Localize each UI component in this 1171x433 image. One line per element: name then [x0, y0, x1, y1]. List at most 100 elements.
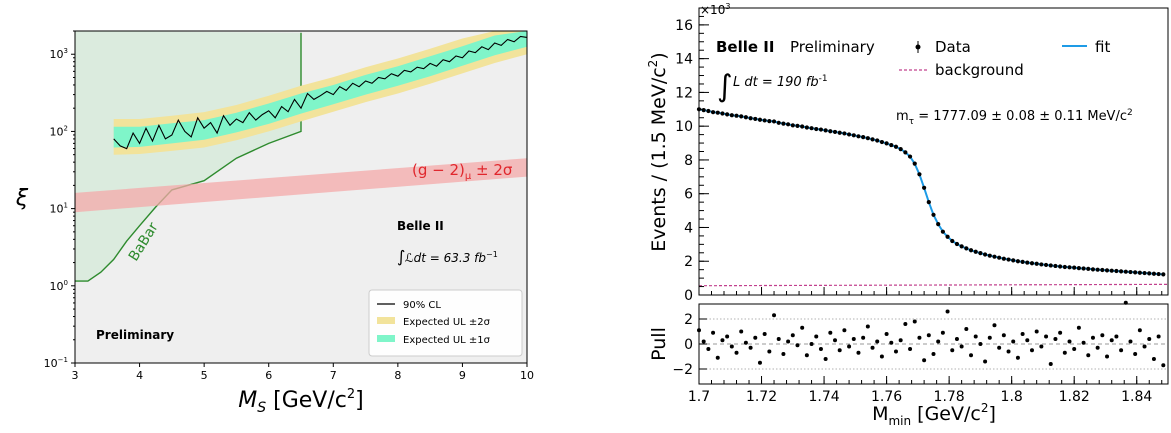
- right-x-tick-label: 1.76: [871, 389, 902, 405]
- data-point: [875, 138, 880, 143]
- pull-point: [893, 349, 898, 354]
- data-point: [1090, 267, 1096, 272]
- data-point: [1133, 270, 1138, 275]
- pull-point: [795, 343, 800, 348]
- pull-point: [1086, 353, 1091, 358]
- pull-point: [1081, 340, 1086, 345]
- pull-point: [997, 345, 1002, 350]
- data-point: [800, 124, 805, 129]
- data-point: [739, 114, 744, 119]
- data-point: [1034, 261, 1039, 266]
- data-point: [771, 119, 777, 124]
- data-point: [1062, 264, 1067, 270]
- data-point: [1029, 261, 1035, 266]
- data-point: [1001, 256, 1006, 261]
- left-y-tick-label: 101: [50, 202, 68, 216]
- data-point: [1114, 268, 1119, 274]
- data-point: [814, 126, 819, 132]
- left-preliminary-label: Preliminary: [96, 328, 174, 342]
- pull-point: [729, 344, 734, 349]
- pull-point: [847, 344, 852, 349]
- pull-point: [1161, 363, 1166, 368]
- right-x-tick-label: 1.7: [688, 389, 710, 405]
- pull-point: [950, 348, 955, 353]
- left-x-tick-label: 3: [72, 369, 79, 382]
- pull-point: [781, 352, 786, 356]
- pull-point: [711, 330, 716, 335]
- pull-point: [767, 349, 772, 354]
- data-point: [1043, 262, 1049, 268]
- data-point: [1100, 267, 1105, 273]
- data-point: [917, 172, 922, 177]
- data-point: [725, 112, 730, 117]
- pull-point: [842, 328, 847, 333]
- data-point: [1137, 270, 1142, 275]
- right-chart: 1.7 1.72 1.74 1.76 1.78 1.8 1.82 1.84 0 2 4 6 8 10 12 1…: [646, 2, 1169, 428]
- data-point: [889, 142, 894, 148]
- pull-point: [1109, 338, 1114, 343]
- pull-point: [879, 354, 884, 359]
- data-point: [786, 122, 791, 127]
- data-point: [861, 135, 866, 140]
- pull-point: [1072, 347, 1077, 351]
- pull-point: [1011, 339, 1016, 344]
- data-point: [1109, 268, 1114, 273]
- data-point: [851, 133, 856, 138]
- right-mass-label: mτ = 1777.09 ± 0.08 ± 0.11 MeV/c2: [896, 108, 1133, 127]
- data-point: [743, 115, 749, 120]
- pull-point: [800, 325, 805, 330]
- legend-label-fit: fit: [1095, 38, 1110, 56]
- pull-point: [908, 347, 913, 351]
- pull-point: [828, 330, 833, 335]
- expected-1sigma-band: [113, 31, 527, 148]
- data-point: [903, 150, 908, 155]
- data-point: [1076, 266, 1081, 271]
- pull-point: [978, 342, 983, 346]
- data-point: [804, 125, 809, 130]
- data-point: [729, 113, 734, 118]
- pull-point: [1114, 334, 1119, 339]
- right-main-plot-area: [696, 107, 1169, 287]
- right-experiment-label: Belle II: [716, 38, 774, 56]
- pull-point: [739, 329, 744, 334]
- data-point: [1058, 264, 1063, 269]
- pull-point: [725, 334, 730, 339]
- right-x-tick-label: 1.72: [746, 389, 777, 405]
- data-point: [1147, 271, 1152, 276]
- data-point: [950, 238, 955, 244]
- data-point: [837, 130, 842, 135]
- data-point: [846, 132, 852, 137]
- data-point: [1095, 267, 1100, 272]
- pull-point: [1105, 354, 1110, 359]
- left-x-label: MS [GeV/c2]: [238, 387, 363, 416]
- right-y-tick-label: 0: [684, 288, 693, 304]
- pull-point: [1015, 355, 1020, 360]
- pull-point: [1128, 339, 1133, 344]
- data-point: [715, 110, 720, 115]
- data-point: [893, 144, 899, 149]
- pull-point: [922, 358, 927, 363]
- right-x-tick-label: 1.82: [1059, 389, 1090, 405]
- right-y-tick-label: 2: [684, 254, 693, 270]
- pull-point: [884, 332, 889, 336]
- data-point: [945, 234, 950, 239]
- data-point: [762, 118, 767, 123]
- data-point: [973, 249, 978, 254]
- pull-point: [870, 345, 875, 350]
- pull-point: [772, 313, 777, 318]
- pull-point: [1119, 348, 1124, 353]
- pull-point: [1048, 362, 1053, 366]
- right-pull-y-label: Pull: [648, 327, 670, 361]
- pull-point: [814, 334, 819, 339]
- right-status-label: Preliminary: [790, 38, 875, 56]
- pull-point: [987, 335, 992, 340]
- right-pull-y-tick-label: 0: [684, 337, 693, 353]
- data-point: [1104, 268, 1110, 273]
- data-point: [767, 119, 772, 124]
- data-point: [982, 252, 988, 257]
- left-g2-label: (g − 2)μ ± 2σ: [412, 161, 513, 182]
- pull-point: [973, 334, 978, 339]
- right-y-tick-label: 10: [675, 119, 693, 135]
- legend-label-data: Data: [935, 38, 971, 56]
- pull-point: [1044, 334, 1049, 339]
